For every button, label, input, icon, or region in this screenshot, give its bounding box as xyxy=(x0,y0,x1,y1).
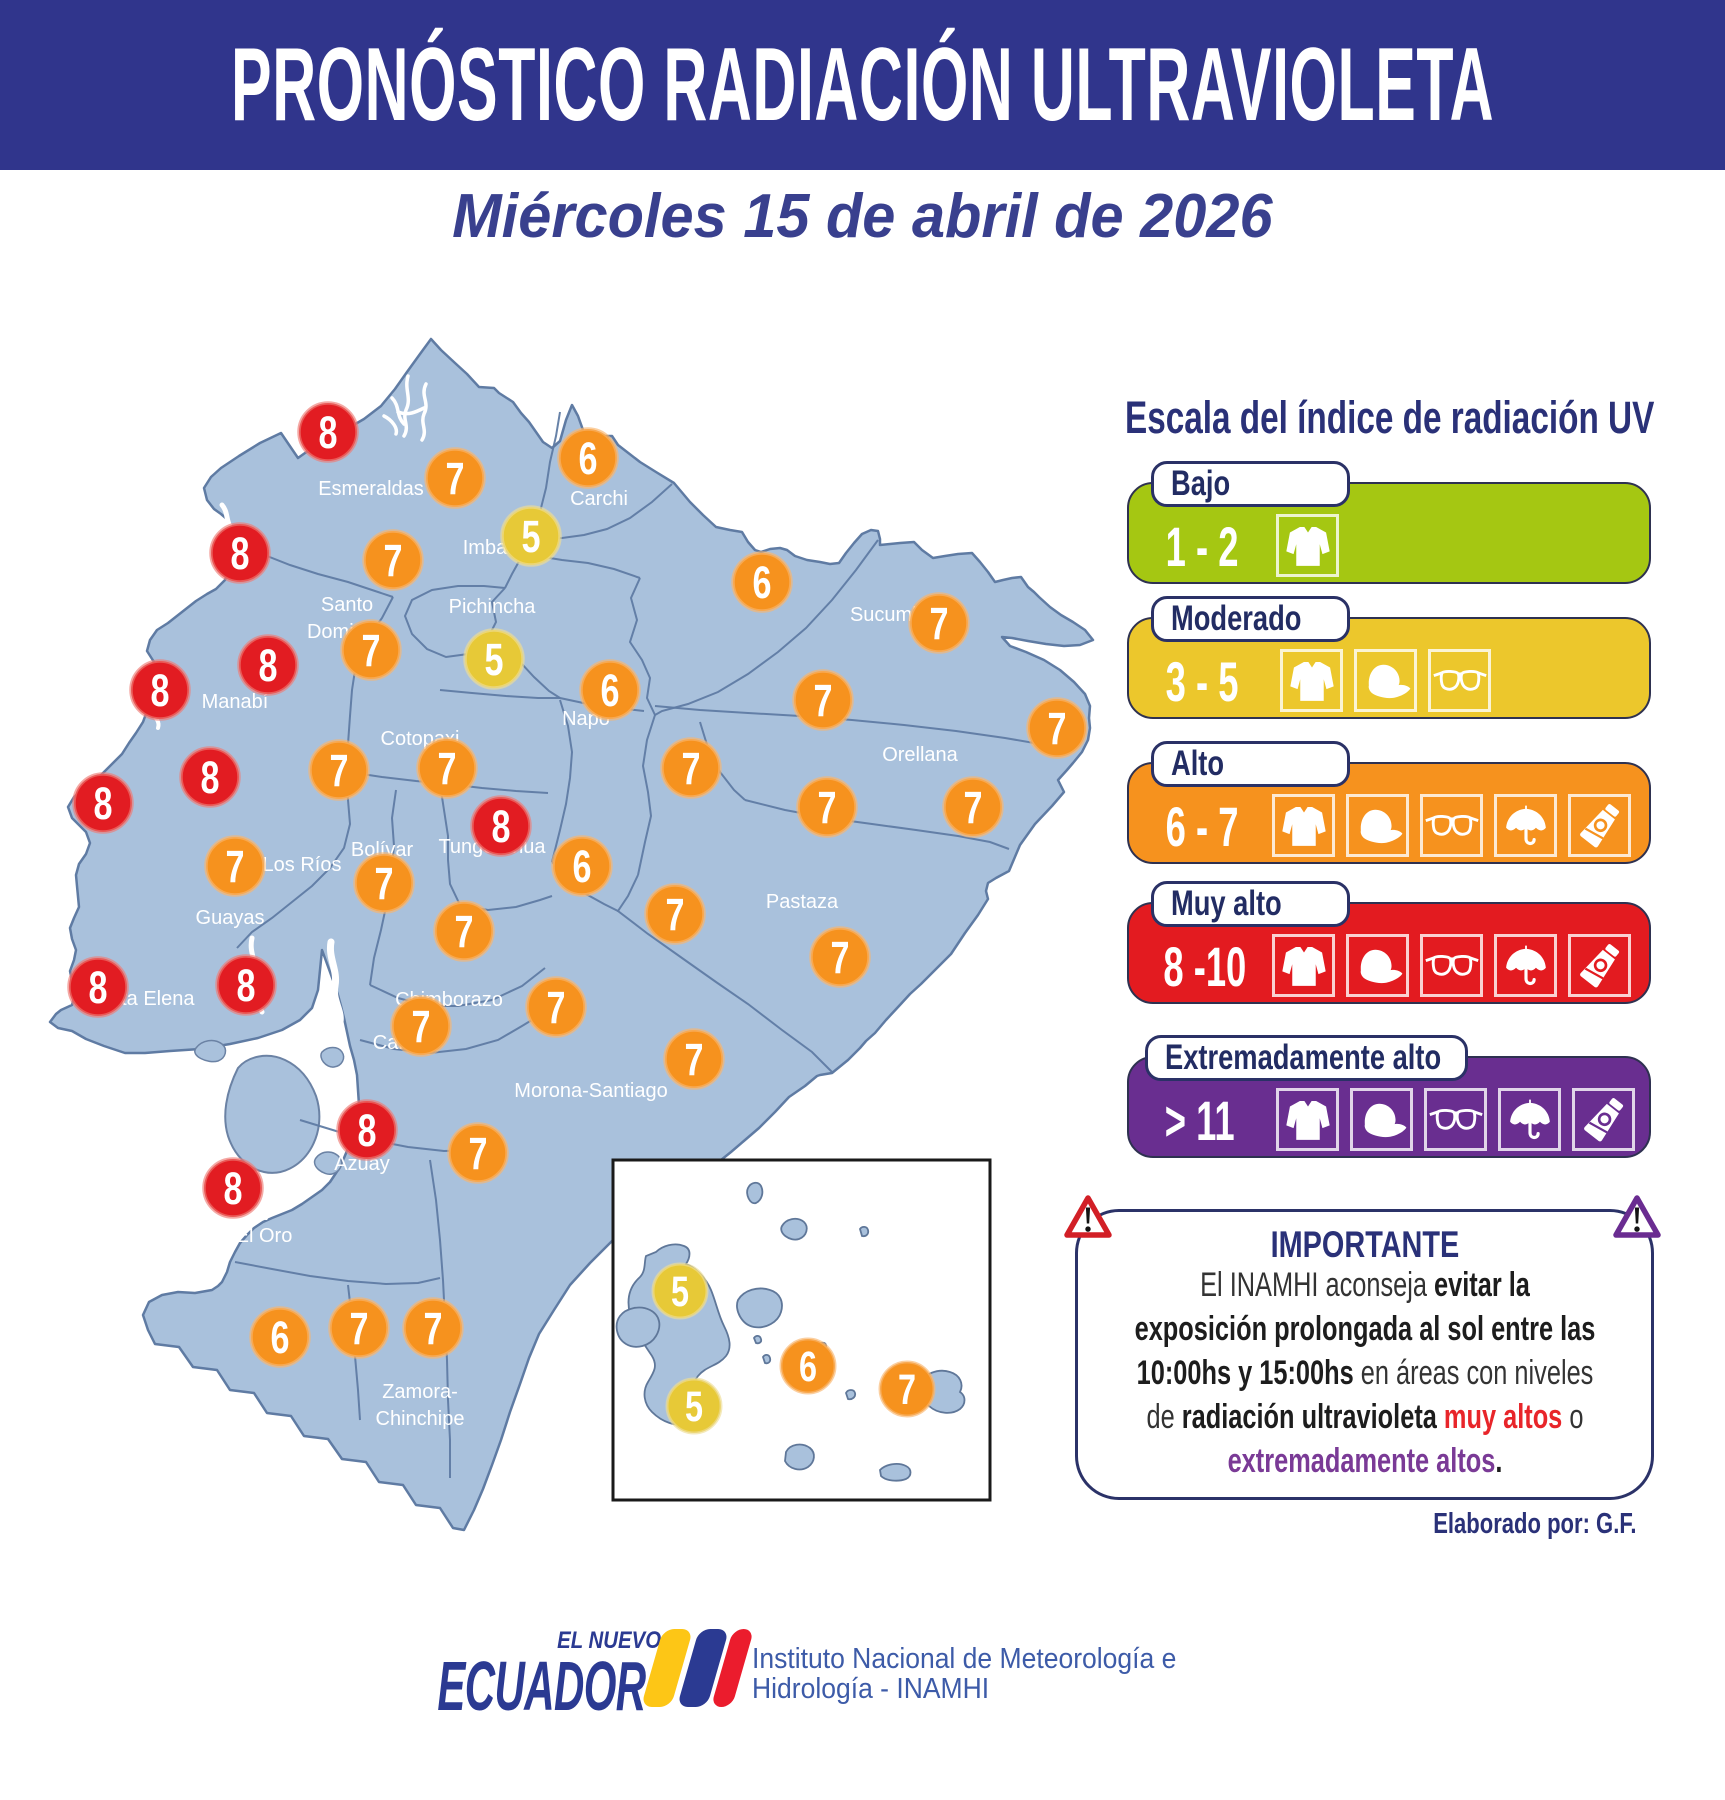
svg-text:Guayas: Guayas xyxy=(196,907,265,929)
svg-text:Los Ríos: Los Ríos xyxy=(263,854,342,876)
svg-text:6: 6 xyxy=(799,1343,817,1391)
svg-text:6: 6 xyxy=(601,665,620,716)
svg-text:8: 8 xyxy=(89,962,108,1013)
svg-text:Santo: Santo xyxy=(321,594,373,616)
svg-text:Esmeraldas: Esmeraldas xyxy=(318,478,424,500)
svg-text:Chinchipe: Chinchipe xyxy=(376,1408,465,1430)
svg-text:5: 5 xyxy=(671,1268,689,1316)
svg-text:7: 7 xyxy=(964,782,983,833)
svg-text:Carchi: Carchi xyxy=(570,488,628,510)
svg-text:8: 8 xyxy=(151,665,170,716)
svg-text:7: 7 xyxy=(831,932,850,983)
svg-text:Zamora-: Zamora- xyxy=(382,1381,458,1403)
svg-text:7: 7 xyxy=(226,841,245,892)
svg-text:7: 7 xyxy=(350,1303,369,1354)
svg-text:6: 6 xyxy=(573,841,592,892)
svg-text:7: 7 xyxy=(666,889,685,940)
svg-text:Pichincha: Pichincha xyxy=(449,596,537,618)
svg-text:6: 6 xyxy=(753,557,772,608)
svg-text:7: 7 xyxy=(814,675,833,726)
svg-text:Pastaza: Pastaza xyxy=(766,891,839,913)
svg-text:7: 7 xyxy=(469,1128,488,1179)
svg-text:El Oro: El Oro xyxy=(236,1225,293,1247)
svg-text:7: 7 xyxy=(455,906,474,957)
svg-text:7: 7 xyxy=(446,453,465,504)
svg-text:7: 7 xyxy=(1048,703,1067,754)
svg-text:7: 7 xyxy=(362,625,381,676)
svg-text:Morona-Santiago: Morona-Santiago xyxy=(514,1080,667,1102)
svg-text:8: 8 xyxy=(259,640,278,691)
svg-text:7: 7 xyxy=(685,1034,704,1085)
svg-text:7: 7 xyxy=(384,535,403,586)
svg-text:5: 5 xyxy=(522,511,541,562)
svg-text:8: 8 xyxy=(231,528,250,579)
svg-text:7: 7 xyxy=(375,858,394,909)
svg-text:6: 6 xyxy=(579,433,598,484)
svg-text:8: 8 xyxy=(492,801,511,852)
svg-text:8: 8 xyxy=(358,1105,377,1156)
svg-text:7: 7 xyxy=(412,1001,431,1052)
svg-text:7: 7 xyxy=(438,743,457,794)
svg-text:Bolívar: Bolívar xyxy=(351,839,414,861)
svg-text:Manabí: Manabí xyxy=(202,691,269,713)
svg-text:7: 7 xyxy=(818,782,837,833)
svg-text:7: 7 xyxy=(898,1366,916,1414)
svg-text:8: 8 xyxy=(224,1163,243,1214)
svg-text:Orellana: Orellana xyxy=(882,744,958,766)
svg-text:8: 8 xyxy=(319,407,338,458)
svg-text:5: 5 xyxy=(485,634,504,685)
svg-text:8: 8 xyxy=(201,752,220,803)
svg-text:7: 7 xyxy=(330,745,349,796)
svg-text:6: 6 xyxy=(271,1312,290,1363)
svg-text:7: 7 xyxy=(547,982,566,1033)
svg-text:8: 8 xyxy=(94,778,113,829)
svg-text:7: 7 xyxy=(930,598,949,649)
svg-text:7: 7 xyxy=(424,1303,443,1354)
svg-text:8: 8 xyxy=(237,960,256,1011)
svg-text:7: 7 xyxy=(682,743,701,794)
svg-text:5: 5 xyxy=(685,1383,703,1431)
